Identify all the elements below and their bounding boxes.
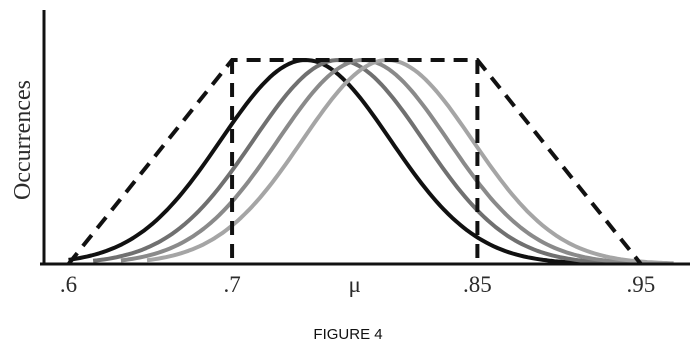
series-curve-4 xyxy=(146,58,674,266)
x-tick-label: .95 xyxy=(627,272,656,297)
x-tick-label: .85 xyxy=(463,272,492,297)
figure-caption: FIGURE 4 xyxy=(313,326,382,343)
series-group xyxy=(68,58,674,266)
series-curve-1 xyxy=(68,58,601,266)
series-curve-2 xyxy=(92,58,625,266)
series-curve-3 xyxy=(120,58,650,266)
x-tick-labels: .6 .7 μ .85 .95 xyxy=(60,272,655,297)
x-tick-label: .7 xyxy=(223,272,240,297)
x-tick-label: .6 xyxy=(60,272,77,297)
y-axis-label: Occurrences xyxy=(10,80,36,200)
plot-area xyxy=(40,10,690,266)
trapezoid-group xyxy=(66,58,643,266)
x-tick-label: μ xyxy=(349,272,361,297)
